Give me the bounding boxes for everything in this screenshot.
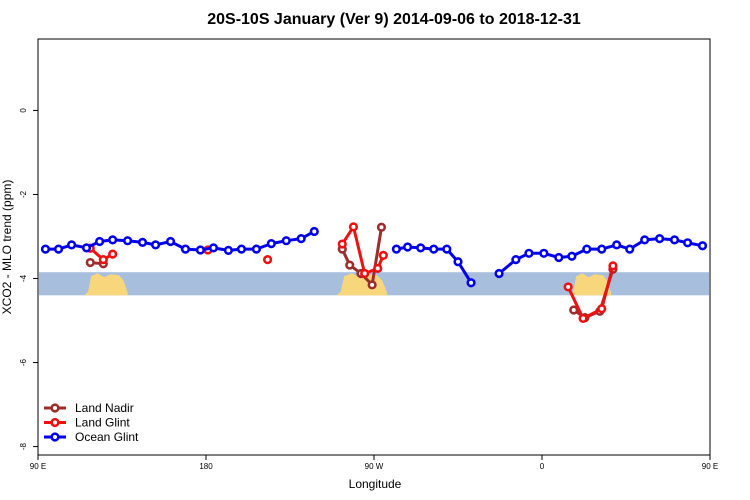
ocean-glint-point	[53, 244, 64, 254]
x-tick-label: 0	[540, 462, 545, 471]
ocean-glint-point	[137, 237, 148, 247]
land-nadir-point	[569, 305, 579, 315]
ocean-glint-point	[309, 226, 319, 237]
ocean-glint-point	[453, 257, 463, 267]
ocean-glint-point	[429, 244, 439, 254]
land-glint-point	[373, 263, 383, 274]
series-layer	[40, 222, 708, 324]
legend-label-land-glint: Land Glint	[75, 416, 130, 430]
ocean-glint-point	[403, 242, 413, 252]
ocean-glint-point	[567, 251, 577, 261]
ocean-glint-point	[94, 236, 105, 247]
land-glint-point	[563, 282, 573, 292]
ocean-glint-point	[511, 255, 521, 265]
legend-marker-ocean-glint	[50, 432, 60, 442]
land-glint-point	[337, 239, 347, 249]
land-glint-point	[108, 249, 118, 259]
x-tick-label: 90 E	[30, 462, 46, 471]
ocean-glint-point	[539, 248, 549, 258]
legend-marker-land-nadir	[50, 403, 60, 413]
ocean-glint-point	[524, 248, 534, 258]
ocean-glint-point	[223, 245, 233, 255]
ocean-glint-point	[697, 241, 708, 251]
land-glint-point	[98, 255, 108, 265]
y-tick-label: -8	[19, 442, 28, 450]
land-region	[570, 273, 612, 296]
x-tick-label: 180	[199, 462, 213, 471]
ocean-glint-point	[296, 233, 306, 244]
y-axis-label: XCO2 - MLO trend (ppm)	[0, 180, 14, 315]
ocean-glint-point	[165, 236, 176, 247]
land-region	[84, 273, 128, 296]
land-glint-point	[348, 222, 359, 232]
ocean-glint-point	[266, 239, 276, 249]
x-tick-label: 90 E	[702, 462, 718, 471]
y-tick-label: 0	[19, 108, 28, 113]
land-glint-point	[578, 313, 588, 324]
ocean-glint-point	[108, 235, 118, 245]
ocean-glint-point	[391, 244, 402, 254]
ocean-glint-point	[122, 236, 133, 246]
ocean-glint-point	[612, 240, 622, 250]
ocean-glint-point	[494, 268, 504, 279]
ocean-glint-point	[466, 278, 476, 288]
ocean-glint-point	[236, 244, 247, 254]
land-nadir-point	[367, 280, 377, 290]
land-glint-point	[378, 250, 388, 261]
y-tick-label: -2	[19, 190, 28, 198]
x-tick-label: 90 W	[365, 462, 384, 471]
ocean-glint-point	[582, 244, 592, 254]
legend-marker-land-glint	[50, 417, 60, 428]
ocean-glint-point	[208, 243, 219, 253]
axes: 90 E 180 90 W 0 90 E 0 -2 -4 -6 -8	[19, 108, 718, 471]
chart-title: 20S-10S January (Ver 9) 2014-09-06 to 20…	[207, 11, 581, 28]
land-nadir-point	[376, 222, 387, 232]
ocean-glint-point	[66, 240, 77, 250]
land-glint-point	[263, 255, 273, 265]
legend-label-land-nadir: Land Nadir	[75, 401, 134, 415]
ocean-glint-point	[40, 244, 51, 254]
land-ocean-band	[39, 272, 709, 296]
land-glint-point	[608, 261, 618, 271]
land-glint-point	[597, 304, 607, 314]
ocean-glint-point	[81, 243, 92, 253]
ocean-glint-point	[195, 245, 205, 255]
ocean-glint-point	[281, 236, 291, 246]
series-ocean-glint	[40, 226, 708, 288]
ocean-glint-point	[554, 252, 564, 263]
x-axis-label: Longitude	[349, 477, 402, 491]
ocean-glint-point	[682, 238, 693, 248]
y-tick-label: -6	[19, 358, 28, 366]
land-glint-line	[566, 265, 615, 320]
land-nadir-point	[85, 257, 95, 268]
ocean-glint-point	[442, 244, 452, 254]
ocean-glint-point	[625, 244, 635, 254]
series-land-glint	[85, 222, 618, 324]
ocean-glint-point	[654, 233, 665, 244]
ocean-glint-point	[669, 235, 680, 245]
ocean-glint-point	[180, 244, 191, 254]
land-nadir-point	[345, 260, 355, 270]
ocean-glint-point	[597, 244, 607, 254]
ocean-glint-point	[151, 240, 161, 250]
ocean-glint-point	[251, 244, 261, 254]
y-tick-label: -4	[19, 274, 28, 282]
legend-label-ocean-glint: Ocean Glint	[75, 430, 139, 444]
ocean-glint-point	[416, 243, 426, 253]
ocean-glint-point	[640, 235, 650, 245]
plot-frame	[37, 38, 711, 456]
land-glint-point	[360, 268, 370, 279]
